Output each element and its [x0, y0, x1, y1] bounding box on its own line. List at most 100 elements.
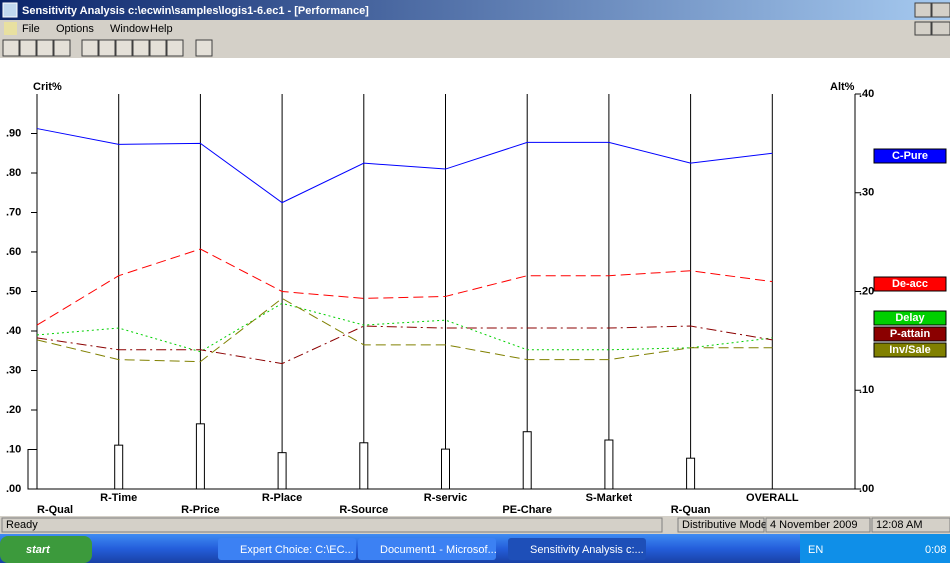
y-tick-label: .50	[6, 285, 21, 297]
system-tray	[800, 534, 950, 563]
y-tick-label: .30	[6, 364, 21, 376]
status-panel	[871, 517, 950, 533]
legend-label[interactable]: C-Pure	[892, 150, 928, 162]
x-tick-label: R-Time	[100, 492, 137, 504]
legend-label[interactable]: De-acc	[892, 278, 928, 290]
menu-items: File Options Window Help	[22, 23, 173, 35]
y2-tick-label: .00	[859, 483, 874, 495]
task-label[interactable]: Sensitivity Analysis c:...	[530, 544, 644, 556]
legend-box[interactable]	[873, 276, 947, 292]
y-tick-label: .20	[6, 404, 21, 416]
y-tick-label: .80	[6, 167, 21, 179]
status-panel	[1, 517, 663, 533]
legend-box[interactable]	[873, 342, 947, 358]
y-tick-label: .60	[6, 246, 21, 258]
toolbar-buttons	[2, 39, 213, 57]
language[interactable]: EN	[808, 544, 823, 556]
y-tick-label: .70	[6, 206, 21, 218]
weight-bar	[359, 442, 369, 490]
maximize-button[interactable]	[931, 2, 950, 18]
y-tick-label: .00	[6, 483, 21, 495]
tool-button[interactable]	[2, 39, 20, 57]
y-tick-label: .10	[6, 443, 21, 455]
minimize-button[interactable]	[914, 2, 932, 18]
series-line	[36, 248, 773, 326]
tool-button[interactable]	[36, 39, 54, 57]
start-label[interactable]: start	[26, 544, 51, 556]
y-tick-label: .40	[6, 325, 21, 337]
status-panel	[677, 517, 765, 533]
menu-item[interactable]: Options	[56, 23, 94, 35]
tool-button[interactable]	[19, 39, 37, 57]
child-minimize[interactable]	[914, 21, 932, 36]
weight-bar	[441, 448, 450, 490]
task-button[interactable]	[508, 538, 646, 560]
chart-area	[0, 58, 950, 516]
task-button[interactable]	[358, 538, 496, 560]
series-line	[36, 128, 773, 204]
x-tick-label: OVERALL	[746, 492, 799, 504]
task-label[interactable]: Document1 - Microsof...	[380, 544, 497, 556]
series-line	[36, 325, 773, 365]
legend-label[interactable]: Inv/Sale	[889, 344, 931, 356]
status-text: Ready	[6, 519, 38, 531]
toolbar	[0, 37, 950, 58]
legend-box[interactable]	[873, 326, 947, 342]
x-tick-label: R-Source	[339, 504, 388, 516]
tool-button[interactable]	[53, 39, 71, 57]
window-title: Sensitivity Analysis c:\ecwin\samples\lo…	[22, 5, 369, 17]
y2-tick-label: .40	[859, 88, 874, 100]
tool-button[interactable]	[195, 39, 213, 57]
y2-tick-label: .30	[859, 187, 874, 199]
weight-bar	[522, 431, 532, 490]
legend-box[interactable]	[873, 310, 947, 326]
x-tick-label: PE-Chare	[502, 504, 552, 516]
legend-box[interactable]	[873, 148, 947, 164]
series-line	[36, 297, 773, 363]
chart: Crit% Alt% .00 .10 .20 .30 .40 .50 .60 .70 .80 .90.…	[6, 81, 947, 516]
weight-bar	[277, 452, 287, 490]
x-tick-label: S-Market	[586, 492, 633, 504]
start-button[interactable]	[0, 536, 92, 563]
task-label[interactable]: Expert Choice: C:\EC...	[240, 544, 354, 556]
tool-button[interactable]	[166, 39, 184, 57]
x-tick-label: R-Quan	[671, 504, 711, 516]
status-panels: Ready Distributive Mode 4 November 2009 12:…	[1, 517, 950, 533]
weight-bar	[686, 457, 696, 490]
clock: 0:08	[925, 544, 946, 556]
menu-bar	[0, 20, 950, 37]
legend-label[interactable]: Delay	[895, 312, 925, 324]
x-tick-label: R-Qual	[37, 504, 73, 516]
tool-button[interactable]	[81, 39, 99, 57]
weight-bar	[114, 444, 124, 490]
menu-item[interactable]: Window	[110, 23, 149, 35]
y-axis-label: Crit%	[33, 81, 62, 93]
task-button[interactable]	[218, 538, 356, 560]
menu-item[interactable]: File	[22, 23, 40, 35]
tool-button[interactable]	[98, 39, 116, 57]
status-text: 12:08 AM	[876, 519, 922, 531]
y2-tick-label: .20	[859, 285, 874, 297]
x-tick-label: R-Place	[262, 492, 302, 504]
weight-bar	[195, 423, 205, 490]
tool-button[interactable]	[132, 39, 150, 57]
menu-item[interactable]: Help	[150, 23, 173, 35]
app-icon	[2, 2, 18, 18]
title-bar	[0, 0, 950, 20]
menu-icon	[4, 22, 17, 35]
weight-bar	[27, 449, 38, 490]
status-panel	[765, 517, 871, 533]
taskbar-tasks: Expert Choice: C:\EC... Document1 - Micro…	[218, 538, 646, 560]
x-tick-label: R-servic	[424, 492, 467, 504]
legend-label[interactable]: P-attain	[890, 328, 931, 340]
tool-button[interactable]	[115, 39, 133, 57]
tool-button[interactable]	[149, 39, 167, 57]
x-tick-label: R-Price	[181, 504, 220, 516]
child-restore[interactable]	[931, 21, 950, 36]
status-text: Distributive Mode	[682, 519, 767, 531]
y-tick-label: .90	[6, 127, 21, 139]
weight-bar	[604, 439, 614, 490]
y2-tick-label: .10	[859, 384, 874, 396]
